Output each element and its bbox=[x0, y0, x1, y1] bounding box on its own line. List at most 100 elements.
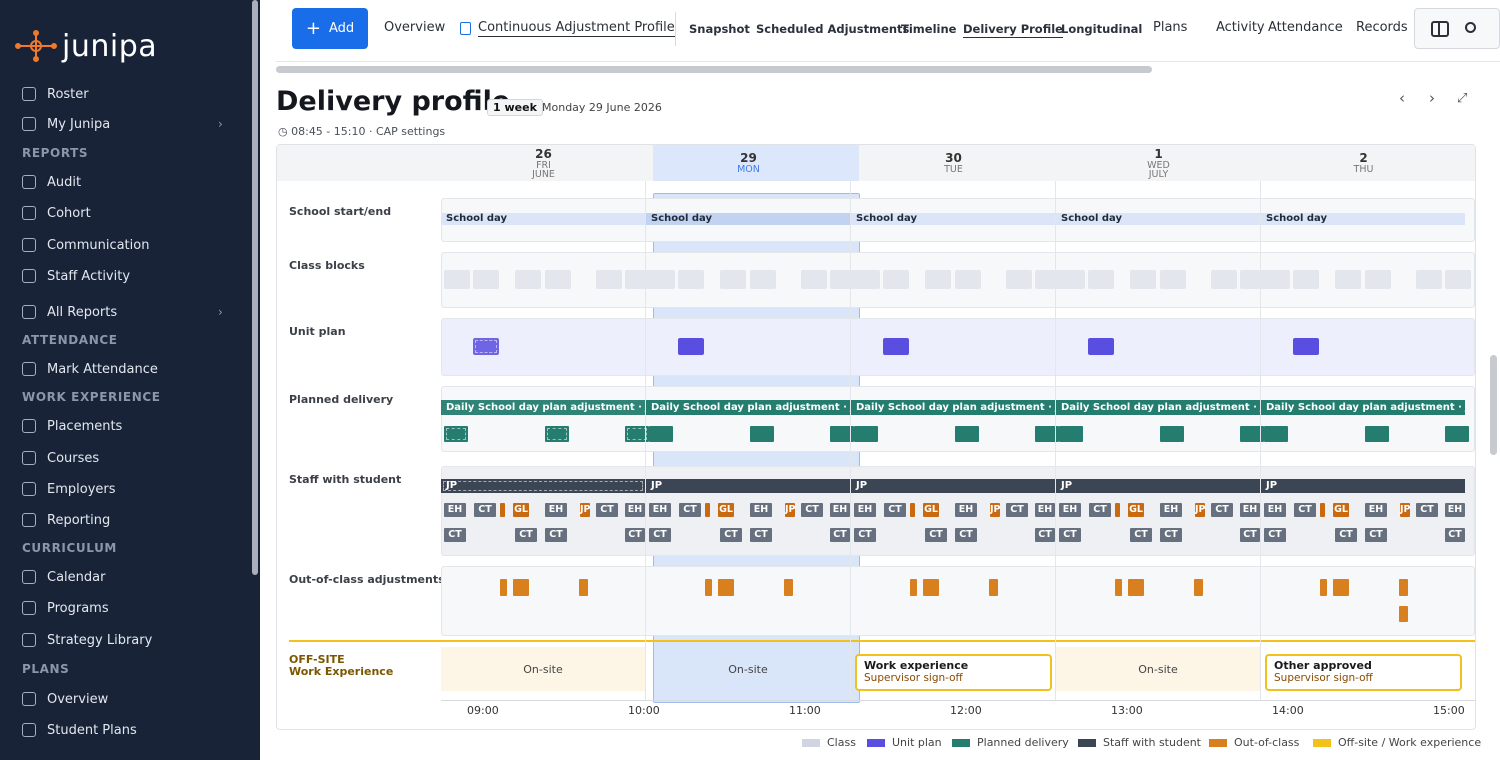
sidebar-item-all-reports[interactable]: All Reports › bbox=[22, 302, 223, 322]
staff-chip[interactable]: CT bbox=[1035, 528, 1055, 542]
staff-chip[interactable]: CT bbox=[1059, 528, 1081, 542]
staff-chip[interactable]: JP bbox=[990, 503, 1001, 517]
staff-chip[interactable]: EH bbox=[545, 503, 567, 517]
class-block[interactable] bbox=[1130, 270, 1156, 289]
sidebar-item-communication[interactable]: Communication bbox=[22, 235, 149, 255]
next-week-icon[interactable]: › bbox=[1429, 89, 1435, 107]
range-badge[interactable]: 1 week bbox=[487, 99, 543, 116]
staff-bar[interactable]: JP bbox=[441, 479, 645, 493]
sidebar-item-audit[interactable]: Audit bbox=[22, 172, 81, 192]
tab-activity[interactable]: Activity bbox=[1216, 20, 1265, 35]
class-block[interactable] bbox=[649, 270, 675, 289]
planned-delivery-block[interactable] bbox=[1059, 426, 1083, 442]
staff-chip[interactable]: CT bbox=[1160, 528, 1182, 542]
class-block[interactable] bbox=[925, 270, 951, 289]
class-block[interactable] bbox=[720, 270, 746, 289]
day-header[interactable]: 1 WED JULY bbox=[1056, 145, 1261, 181]
planned-delivery-bar[interactable]: Daily School day plan adjustment · JP bbox=[1056, 400, 1260, 415]
out-of-class-block[interactable] bbox=[989, 579, 998, 596]
staff-chip[interactable]: EH bbox=[955, 503, 977, 517]
tab-snapshot[interactable]: Snapshot bbox=[689, 22, 750, 36]
staff-chip[interactable]: EH bbox=[625, 503, 645, 517]
staff-chip[interactable]: EH bbox=[750, 503, 772, 517]
sidebar-item-student-plans[interactable]: Student Plans bbox=[22, 720, 137, 740]
staff-chip[interactable] bbox=[705, 503, 710, 517]
expand-icon[interactable]: ⤢ bbox=[1457, 91, 1468, 106]
class-block[interactable] bbox=[515, 270, 541, 289]
class-block[interactable] bbox=[854, 270, 880, 289]
staff-chip[interactable]: CT bbox=[925, 528, 947, 542]
staff-chip[interactable]: EH bbox=[1035, 503, 1055, 517]
staff-chip[interactable] bbox=[910, 503, 915, 517]
staff-chip[interactable]: CT bbox=[545, 528, 567, 542]
unit-plan-block[interactable] bbox=[473, 338, 499, 355]
staff-chip[interactable] bbox=[500, 503, 505, 517]
class-block[interactable] bbox=[545, 270, 571, 289]
planned-delivery-block[interactable] bbox=[625, 426, 649, 442]
class-block[interactable] bbox=[1160, 270, 1186, 289]
tab-timeline[interactable]: Timeline bbox=[901, 22, 957, 36]
staff-bar[interactable]: JP bbox=[1056, 479, 1260, 493]
planned-delivery-block[interactable] bbox=[1160, 426, 1184, 442]
sidebar-item-cohort[interactable]: Cohort bbox=[22, 203, 91, 223]
sidebar-item-placements[interactable]: Placements bbox=[22, 416, 122, 436]
staff-chip[interactable]: CT bbox=[750, 528, 772, 542]
class-block[interactable] bbox=[1365, 270, 1391, 289]
staff-chip[interactable]: GL bbox=[1128, 503, 1144, 517]
staff-chip[interactable] bbox=[1115, 503, 1120, 517]
staff-bar[interactable]: JP bbox=[851, 479, 1055, 493]
school-day-bar[interactable]: School day bbox=[646, 213, 850, 225]
unit-plan-block[interactable] bbox=[1293, 338, 1319, 355]
staff-chip[interactable]: CT bbox=[515, 528, 537, 542]
out-of-class-block[interactable] bbox=[579, 579, 588, 596]
school-day-bar[interactable]: School day bbox=[1056, 213, 1260, 225]
planned-delivery-bar[interactable]: Daily School day plan adjustment · JP bbox=[1261, 400, 1465, 415]
planned-delivery-block[interactable] bbox=[1035, 426, 1059, 442]
out-of-class-block[interactable] bbox=[1399, 579, 1408, 596]
tab-plans[interactable]: Plans bbox=[1153, 20, 1188, 35]
search-icon[interactable] bbox=[1465, 22, 1476, 33]
planned-delivery-block[interactable] bbox=[1365, 426, 1389, 442]
class-block[interactable] bbox=[596, 270, 622, 289]
staff-chip[interactable]: CT bbox=[474, 503, 496, 517]
tab-scheduled-adjustments[interactable]: Scheduled Adjustments bbox=[756, 22, 910, 36]
sidebar-item-staff-activity[interactable]: Staff Activity bbox=[22, 266, 130, 286]
staff-chip[interactable]: CT bbox=[679, 503, 701, 517]
staff-chip[interactable]: CT bbox=[1365, 528, 1387, 542]
class-block[interactable] bbox=[473, 270, 499, 289]
out-of-class-block[interactable] bbox=[910, 579, 917, 596]
day-header[interactable]: 29 MON bbox=[646, 145, 851, 181]
panel-toggle-icon[interactable] bbox=[1431, 21, 1449, 37]
staff-chip[interactable]: GL bbox=[923, 503, 939, 517]
out-of-class-block[interactable] bbox=[500, 579, 507, 596]
planned-delivery-block[interactable] bbox=[649, 426, 673, 442]
sidebar-item-reporting[interactable]: Reporting bbox=[22, 510, 110, 530]
out-of-class-block[interactable] bbox=[718, 579, 734, 596]
staff-bar[interactable]: JP bbox=[1261, 479, 1465, 493]
planned-delivery-bar[interactable]: Daily School day plan adjustment · JP bbox=[441, 400, 645, 415]
out-of-class-block[interactable] bbox=[1320, 579, 1327, 596]
staff-chip[interactable]: CT bbox=[1006, 503, 1028, 517]
staff-chip[interactable]: EH bbox=[1059, 503, 1081, 517]
class-block[interactable] bbox=[1293, 270, 1319, 289]
staff-chip[interactable]: CT bbox=[1130, 528, 1152, 542]
offsite-card[interactable]: Work experience Supervisor sign-off bbox=[855, 654, 1052, 691]
tab-longitudinal[interactable]: Longitudinal bbox=[1061, 22, 1143, 36]
planned-delivery-block[interactable] bbox=[1240, 426, 1264, 442]
out-of-class-block[interactable] bbox=[1115, 579, 1122, 596]
staff-chip[interactable]: GL bbox=[513, 503, 529, 517]
out-of-class-block[interactable] bbox=[1333, 579, 1349, 596]
school-day-bar[interactable]: School day bbox=[441, 213, 645, 225]
staff-chip[interactable]: CT bbox=[801, 503, 823, 517]
planned-delivery-block[interactable] bbox=[444, 426, 468, 442]
staff-chip[interactable]: CT bbox=[1445, 528, 1465, 542]
tab-continuous-adjustment-profile[interactable]: Continuous Adjustment Profile bbox=[478, 20, 675, 37]
tab-delivery-profile[interactable]: Delivery Profile bbox=[963, 22, 1063, 38]
staff-chip[interactable]: CT bbox=[1240, 528, 1260, 542]
class-block[interactable] bbox=[830, 270, 856, 289]
sidebar-item-calendar[interactable]: Calendar bbox=[22, 567, 105, 587]
planned-delivery-bar[interactable]: Daily School day plan adjustment · JP bbox=[851, 400, 1055, 415]
staff-chip[interactable]: EH bbox=[1240, 503, 1260, 517]
staff-chip[interactable]: CT bbox=[444, 528, 466, 542]
out-of-class-block[interactable] bbox=[1194, 579, 1203, 596]
